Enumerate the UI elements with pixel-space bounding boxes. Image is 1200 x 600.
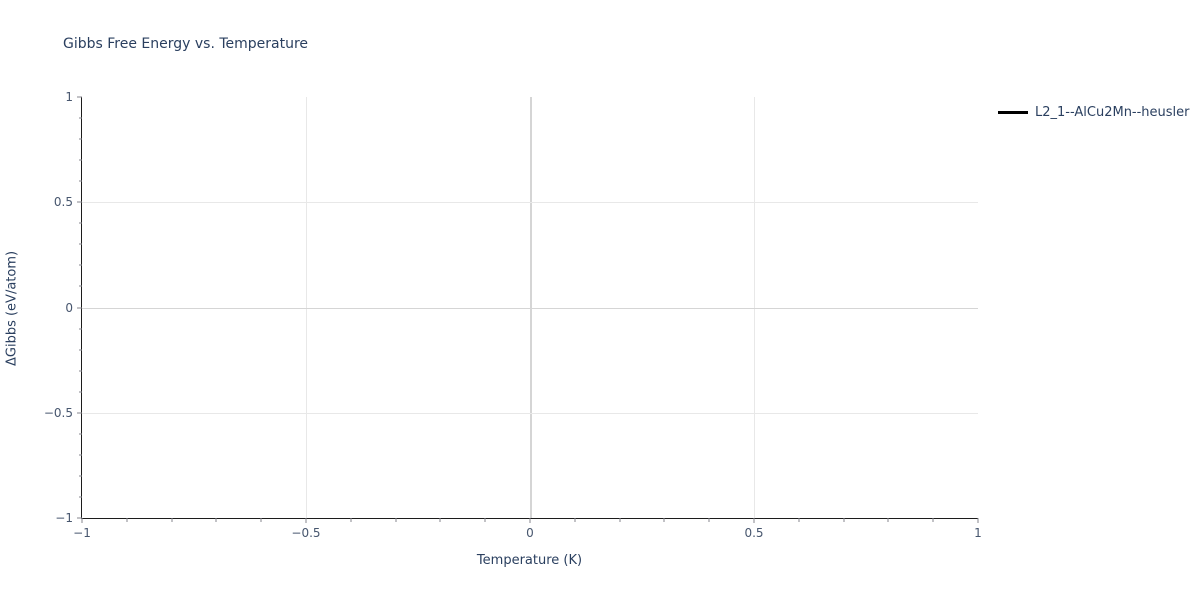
x-tick-label: −1 — [73, 526, 91, 540]
y-minor-tick — [78, 391, 82, 393]
x-minor-tick — [798, 518, 800, 522]
x-tick-label: −0.5 — [291, 526, 321, 540]
x-major-tick — [529, 518, 531, 523]
y-major-tick — [77, 307, 82, 308]
legend-item-label: L2_1--AlCu2Mn--heusler — [1035, 105, 1190, 120]
y-minor-tick — [78, 222, 82, 224]
x-minor-tick — [126, 518, 128, 522]
x-major-tick — [305, 518, 307, 523]
y-tick-label: 0 — [65, 300, 73, 315]
y-tick-label: 0.5 — [53, 195, 73, 210]
x-minor-tick — [708, 518, 710, 522]
legend-line-sample — [998, 111, 1028, 114]
y-minor-tick — [78, 475, 82, 477]
legend: L2_1--AlCu2Mn--heusler — [998, 105, 1190, 120]
legend-item[interactable]: L2_1--AlCu2Mn--heusler — [998, 105, 1190, 120]
plot-area: −1 −0.5 0 0.5 1 −1 −0.5 0 0.5 1 — [44, 90, 982, 540]
y-tick-label: −1 — [55, 511, 73, 525]
x-major-tick — [977, 518, 979, 523]
y-gridline — [82, 412, 978, 414]
x-minor-tick — [171, 518, 173, 522]
y-minor-tick — [78, 138, 82, 140]
x-major-tick — [81, 518, 83, 523]
y-tick-label: −0.5 — [43, 405, 73, 420]
y-gridline — [82, 307, 978, 309]
x-minor-tick — [484, 518, 486, 522]
y-minor-tick — [78, 496, 82, 498]
x-major-tick — [753, 518, 755, 523]
x-minor-tick — [663, 518, 665, 522]
x-tick-label: 0 — [526, 526, 534, 540]
y-axis-label: ΔGibbs (eV/atom) — [4, 250, 20, 366]
x-minor-tick — [887, 518, 889, 522]
y-minor-tick — [78, 349, 82, 351]
y-gridline — [82, 202, 978, 204]
x-tick-label: 1 — [974, 526, 982, 540]
chart-title: Gibbs Free Energy vs. Temperature — [63, 36, 309, 52]
y-minor-tick — [78, 285, 82, 287]
y-minor-tick — [78, 264, 82, 266]
y-minor-tick — [78, 117, 82, 119]
y-minor-tick — [78, 180, 82, 182]
x-minor-tick — [843, 518, 845, 522]
y-tick-label: 1 — [65, 90, 73, 104]
y-minor-tick — [78, 454, 82, 456]
y-minor-tick — [78, 328, 82, 330]
x-minor-tick — [439, 518, 441, 522]
x-minor-tick — [260, 518, 262, 522]
y-major-tick — [77, 412, 82, 414]
x-minor-tick — [215, 518, 217, 522]
y-minor-tick — [78, 370, 82, 372]
x-minor-tick — [395, 518, 397, 522]
y-major-tick — [77, 517, 82, 519]
y-minor-tick — [78, 243, 82, 245]
x-minor-tick — [350, 518, 352, 522]
y-major-tick — [77, 96, 82, 98]
y-minor-tick — [78, 159, 82, 161]
x-axis-label: Temperature (K) — [476, 553, 583, 568]
y-major-tick — [77, 201, 82, 203]
y-minor-tick — [78, 433, 82, 435]
x-minor-tick — [932, 518, 934, 522]
x-minor-tick — [619, 518, 621, 522]
x-tick-label: 0.5 — [744, 526, 764, 540]
x-minor-tick — [574, 518, 576, 522]
